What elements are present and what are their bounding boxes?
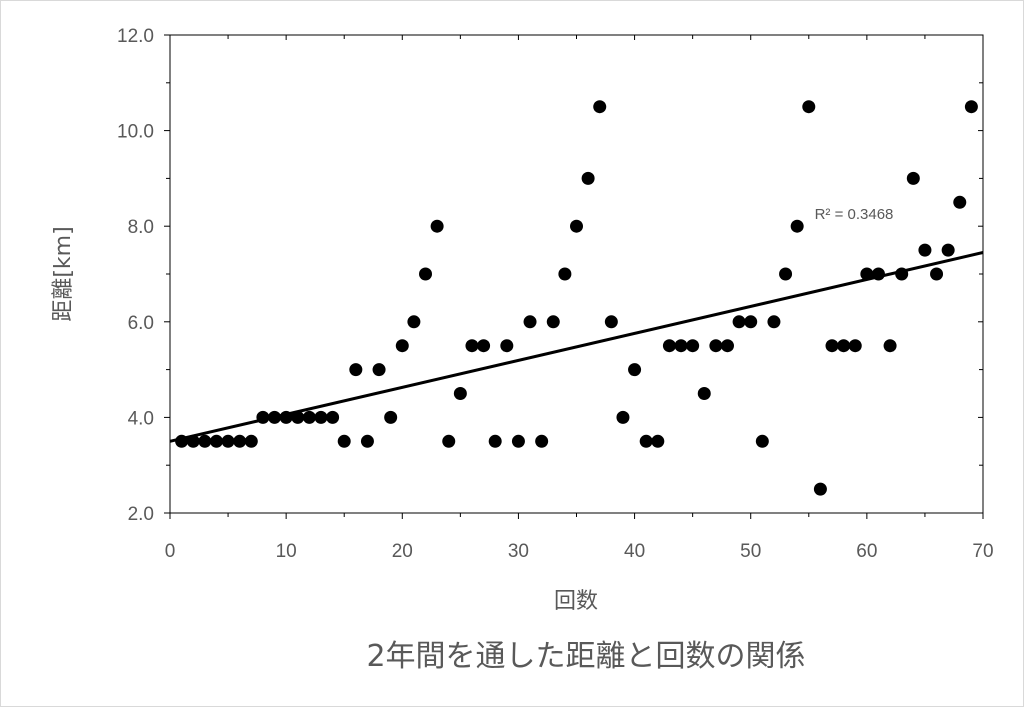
x-tick-label: 10: [276, 541, 297, 562]
data-point: [314, 410, 328, 424]
data-point: [848, 339, 862, 353]
data-point: [535, 434, 549, 448]
data-point: [186, 434, 200, 448]
x-tick-label: 0: [165, 541, 176, 562]
data-point: [453, 387, 467, 400]
trendline: [169, 251, 984, 443]
x-tick-label: 40: [624, 541, 645, 562]
data-point: [384, 410, 398, 424]
data-point: [221, 434, 235, 448]
x-tick-label: 60: [856, 541, 877, 562]
data-point: [244, 434, 258, 448]
trendline-group: [169, 251, 984, 443]
x-tick-label: 30: [508, 541, 529, 562]
data-point: [291, 410, 305, 424]
data-point: [837, 339, 851, 353]
x-tick-label: 70: [972, 541, 993, 562]
data-point: [302, 410, 316, 424]
data-point: [442, 434, 456, 448]
data-point: [604, 315, 618, 329]
data-point: [593, 100, 607, 114]
data-point: [175, 434, 189, 448]
data-point: [326, 410, 340, 424]
data-point: [488, 434, 502, 448]
data-point: [709, 339, 723, 353]
data-point: [860, 267, 874, 281]
data-point: [477, 339, 491, 353]
data-point: [500, 339, 514, 353]
data-point: [802, 100, 816, 114]
data-point: [686, 339, 700, 353]
data-point: [651, 434, 665, 448]
y-tick-label: 2.0: [128, 504, 154, 525]
data-point: [813, 482, 827, 496]
data-point: [256, 410, 270, 424]
data-point: [744, 315, 758, 329]
data-point: [697, 387, 711, 400]
y-tick-label: 6.0: [128, 313, 154, 334]
data-point: [372, 363, 386, 377]
data-point: [511, 434, 525, 448]
data-point: [930, 267, 944, 281]
y-tick-label: 4.0: [128, 408, 154, 429]
x-tick-label: 20: [392, 541, 413, 562]
data-point: [883, 339, 897, 353]
data-point: [895, 267, 909, 281]
data-point: [558, 267, 572, 281]
data-point: [906, 171, 920, 185]
data-point: [779, 267, 793, 281]
data-point: [720, 339, 734, 353]
data-point: [349, 363, 363, 377]
data-point: [337, 434, 351, 448]
data-point: [430, 219, 444, 233]
data-points: [175, 100, 978, 496]
data-point: [546, 315, 560, 329]
data-point: [674, 339, 688, 353]
data-point: [628, 363, 642, 377]
data-point: [233, 434, 247, 448]
data-point: [419, 267, 433, 281]
data-point: [825, 339, 839, 353]
data-point: [767, 315, 781, 329]
y-axis-label: 距離[km]: [51, 226, 76, 321]
axis-ticks: 2.0 4.0 6.0 8.0 10.0 12.0 0 10 20 30 40 50 60 70: [117, 26, 994, 562]
data-point: [639, 434, 653, 448]
data-point: [198, 434, 212, 448]
data-point: [395, 339, 409, 353]
data-point: [964, 100, 978, 114]
data-point: [953, 195, 967, 209]
data-point: [209, 434, 223, 448]
x-tick-label: 50: [740, 541, 761, 562]
data-point: [268, 410, 282, 424]
data-point: [790, 219, 804, 233]
data-point: [616, 410, 630, 424]
data-point: [360, 434, 374, 448]
y-tick-label: 12.0: [117, 26, 154, 47]
data-point: [918, 243, 932, 257]
data-point: [941, 243, 955, 257]
data-point: [570, 219, 583, 233]
y-tick-label: 10.0: [117, 122, 154, 143]
data-point: [755, 434, 769, 448]
data-point: [581, 171, 595, 185]
data-point: [523, 315, 537, 329]
data-point: [662, 339, 676, 353]
data-point: [871, 267, 885, 281]
x-axis-label: 回数: [554, 589, 598, 614]
data-point: [465, 339, 479, 353]
r-squared-label: R² = 0.3468: [815, 206, 894, 223]
chart-caption: 2年間を通した距離と回数の関係: [366, 639, 805, 674]
data-point: [732, 315, 746, 329]
data-point: [407, 315, 421, 329]
data-point: [279, 410, 293, 424]
y-tick-label: 8.0: [128, 217, 154, 238]
